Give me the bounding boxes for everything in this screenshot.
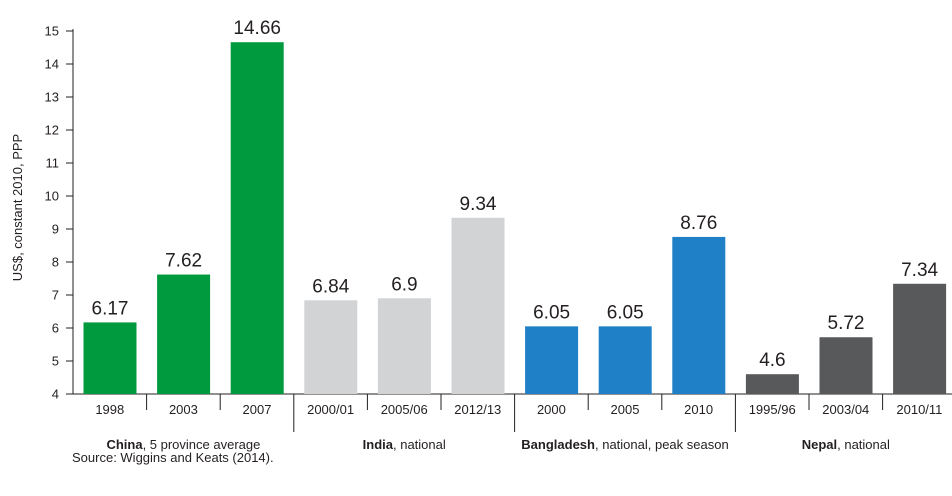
data-label: 6.17: [92, 298, 129, 319]
y-tick-label: 13: [45, 90, 59, 105]
x-tick-label: 2003/04: [822, 402, 869, 417]
y-tick-label: 12: [45, 123, 59, 138]
bar: [819, 337, 873, 394]
y-tick-label: 9: [52, 222, 59, 237]
y-tick-label: 4: [52, 387, 59, 402]
data-label: 5.72: [828, 313, 865, 334]
group-label: Bangladesh, national, peak season: [521, 437, 728, 452]
group-label-bold: Nepal: [802, 437, 837, 452]
x-tick-label: 2000: [537, 402, 566, 417]
x-tick-label: 2012/13: [454, 402, 501, 417]
y-tick-label: 15: [45, 24, 59, 39]
bar: [598, 326, 652, 394]
x-tick-label: 2007: [243, 402, 272, 417]
data-label: 14.66: [233, 18, 281, 39]
x-tick-label: 2000/01: [307, 402, 354, 417]
y-tick-label: 14: [45, 57, 59, 72]
x-tick-label: 2010: [684, 402, 713, 417]
group-label: India, national: [363, 437, 446, 452]
data-label: 6.9: [391, 274, 417, 295]
y-tick-label: 8: [52, 255, 59, 270]
source-note: Source: Wiggins and Keats (2014).: [72, 450, 274, 465]
bar: [525, 326, 579, 394]
bar: [304, 300, 358, 394]
group-label-bold: Bangladesh: [521, 437, 595, 452]
x-tick-label: 1995/96: [749, 402, 796, 417]
y-tick-label: 5: [52, 354, 59, 369]
bar: [893, 283, 947, 394]
data-label: 6.05: [533, 302, 570, 323]
data-label: 9.34: [460, 194, 497, 215]
y-tick-label: 10: [45, 189, 59, 204]
y-tick-label: 11: [46, 156, 60, 171]
bar: [83, 322, 137, 394]
y-axis-title: US$, constant 2010, PPP: [10, 134, 25, 281]
x-tick-label: 2005/06: [381, 402, 428, 417]
y-tick-label: 7: [52, 288, 59, 303]
bar: [157, 274, 211, 394]
bar: [745, 374, 799, 394]
data-label: 6.84: [312, 276, 349, 297]
bar: [377, 298, 431, 394]
y-tick-label: 6: [52, 321, 59, 336]
data-label: 6.05: [607, 302, 644, 323]
x-tick-label: 2003: [169, 402, 198, 417]
bar: [230, 42, 284, 394]
data-label: 7.34: [901, 260, 938, 281]
group-label-rest: , 5 province average: [143, 437, 261, 452]
group-label-bold: India: [363, 437, 394, 452]
bar: [451, 217, 505, 394]
bar: [672, 236, 726, 394]
group-label-rest: , national: [393, 437, 446, 452]
x-tick-label: 2005: [611, 402, 640, 417]
group-label-rest: , national: [837, 437, 890, 452]
x-tick-label: 2010/11: [896, 402, 942, 417]
group-label-rest: , national, peak season: [595, 437, 729, 452]
group-label-bold: China: [106, 437, 143, 452]
group-label: China, 5 province average: [106, 437, 260, 452]
data-label: 7.62: [165, 251, 202, 272]
data-label: 4.6: [759, 350, 785, 371]
x-tick-label: 1998: [95, 402, 124, 417]
group-label: Nepal, national: [802, 437, 890, 452]
data-label: 8.76: [680, 213, 717, 234]
